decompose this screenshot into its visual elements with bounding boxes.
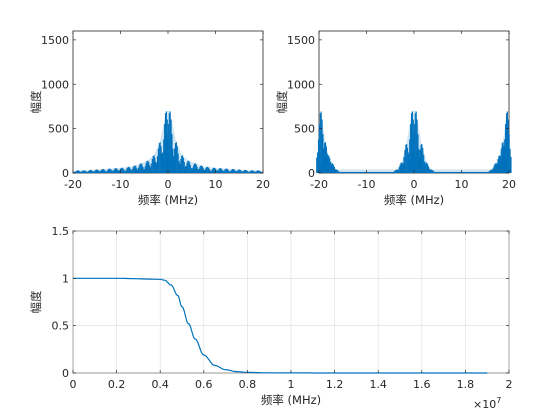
x-tick-label: 0: [165, 178, 172, 191]
x-tick-label: 0: [70, 378, 77, 391]
x-tick-label: 1.2: [326, 378, 344, 391]
x-tick-label: 20: [256, 178, 270, 191]
x-tick-label: 0.2: [108, 378, 126, 391]
x-tick-label: 1.8: [457, 378, 475, 391]
x-tick-label: -10: [358, 178, 376, 191]
x-tick-label: -20: [64, 178, 82, 191]
x-axis-exponent: ×107: [473, 396, 501, 411]
y-tick-label: 1: [62, 272, 69, 285]
y-axis-label: 幅度: [29, 90, 43, 113]
x-tick-label: 20: [502, 178, 516, 191]
spectrum-lobe: [411, 111, 421, 173]
x-tick-label: 1.6: [413, 378, 431, 391]
y-tick-label: 1500: [287, 34, 315, 47]
top-right-spectrum-plot: -20 -10 0 10 20 0 500 1000 1500 频率 (MHz) 幅度: [275, 30, 516, 207]
y-tick-label: 1500: [41, 34, 69, 47]
y-tick-label: 500: [294, 123, 315, 136]
x-tick-label: 1.4: [369, 378, 387, 391]
x-exponent-base: ×10: [473, 398, 496, 411]
x-tick-label: 1: [288, 378, 295, 391]
y-tick-label: 500: [48, 123, 69, 136]
y-tick-label: 1.5: [52, 225, 70, 238]
y-tick-label: 0: [62, 367, 69, 380]
x-axis-label: 频率 (MHz): [138, 193, 198, 207]
x-exponent-power: 7: [496, 396, 501, 405]
x-tick-label: 0.6: [195, 378, 213, 391]
x-tick-label: 0: [411, 178, 418, 191]
x-axis-label: 频率 (MHz): [384, 193, 444, 207]
y-tick-label: 0: [308, 167, 315, 180]
y-tick-label: 1000: [41, 78, 69, 91]
y-tick-label: 0.5: [52, 320, 70, 333]
y-tick-label: 1000: [287, 78, 315, 91]
bottom-filter-response-plot: 0 0.2 0.4 0.6 0.8 1 1.2 1.4 1.6 1.8 2 0 0.5 1 1.5 频率 (M…: [29, 225, 513, 411]
top-left-spectrum-plot: -20 -10 0 10 20 0 500 1000 1500 频率 (MHz) 幅度: [29, 30, 270, 207]
y-axis-label: 幅度: [275, 90, 289, 113]
x-tick-label: 0.8: [239, 378, 257, 391]
x-tick-label: 2: [506, 378, 513, 391]
y-axis-label: 幅度: [29, 290, 43, 313]
series-0: [316, 110, 512, 173]
spectrum-lobe: [323, 155, 333, 173]
x-tick-label: 10: [209, 178, 223, 191]
x-tick-label: -20: [310, 178, 328, 191]
x-tick-label: 10: [455, 178, 469, 191]
x-tick-label: 0.4: [151, 378, 169, 391]
y-tick-label: 0: [62, 167, 69, 180]
x-axis-label: 频率 (MHz): [261, 393, 321, 407]
x-tick-label: -10: [112, 178, 130, 191]
